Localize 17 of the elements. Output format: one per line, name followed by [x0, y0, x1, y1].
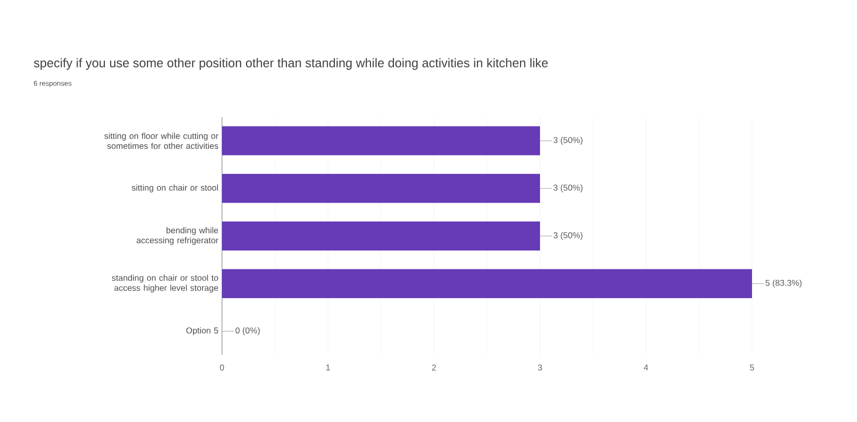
x-tick-label: 2	[432, 364, 436, 370]
y-tick-label: Option 5	[186, 327, 218, 336]
x-tick-label: 0	[220, 364, 224, 371]
data-label: 3 (50%)	[554, 232, 582, 240]
y-tick-label: sitting on chair or stool	[132, 184, 218, 192]
data-label: 0 (0%)	[236, 327, 260, 336]
data-label: 3 (50%)	[554, 136, 582, 145]
x-tick-label: 4	[644, 364, 648, 370]
x-tick-label: 5	[750, 364, 754, 370]
y-tick-label: bending while accessing refrigerator	[136, 227, 218, 245]
x-tick-label: 3	[538, 364, 542, 371]
data-label: 3 (50%)	[554, 184, 582, 192]
y-tick-label: standing on chair or stool to access higher level storage	[112, 274, 218, 293]
data-label: 5 (83.3%)	[766, 280, 802, 288]
x-tick-label: 1	[326, 364, 330, 370]
chart-title: specify if you use some other position other than standing while doing activities in kitchen like	[34, 58, 548, 70]
y-tick-label: sitting on floor while cutting or sometimes for other activities	[104, 132, 218, 149]
